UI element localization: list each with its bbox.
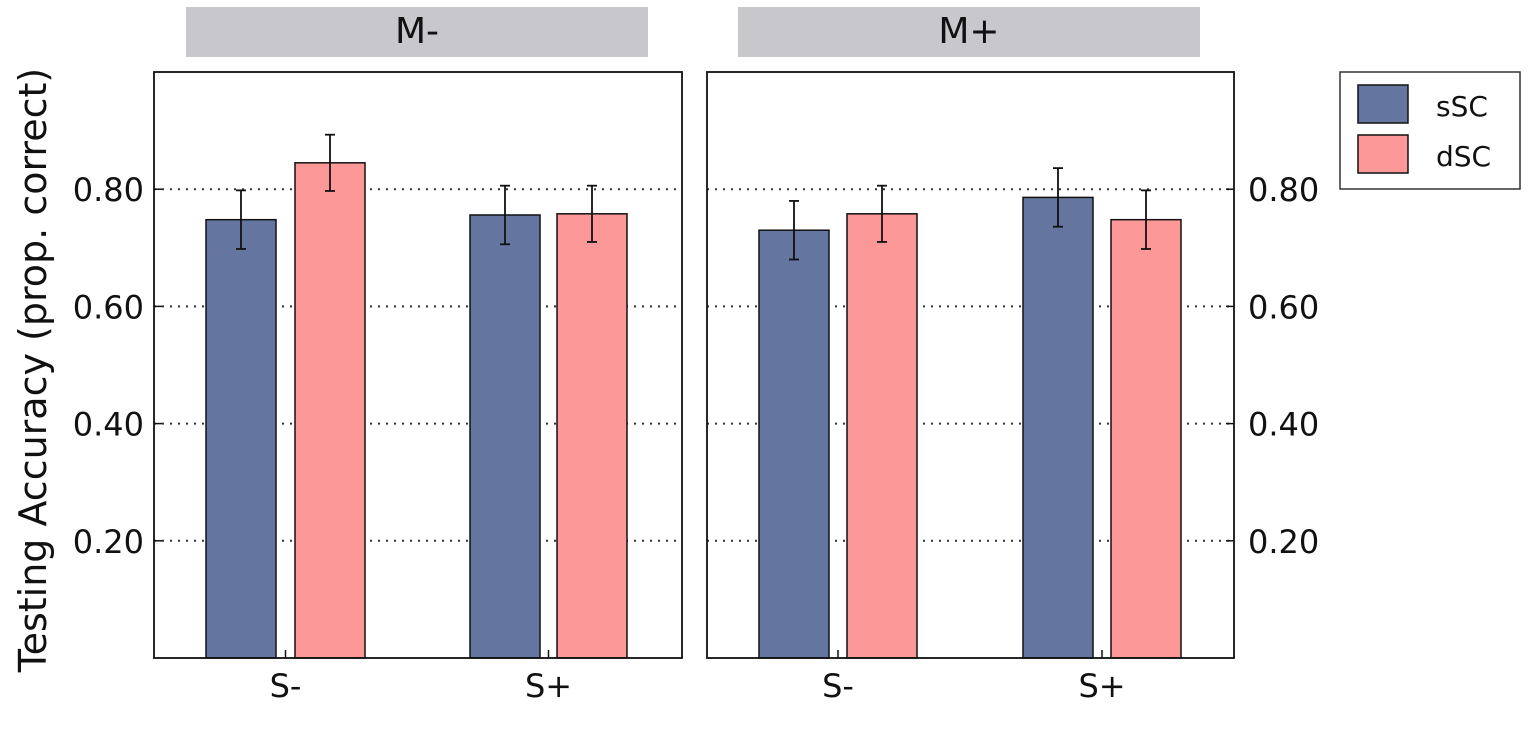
panel-title: M- [395, 11, 439, 52]
plot-frame [706, 71, 1235, 659]
panel-title-strip [738, 7, 1200, 57]
x-tick-label: S+ [1078, 667, 1125, 705]
bar-dsc [294, 162, 366, 659]
panel-m-plus: M+ 0.20 0.40 0.60 0.80 S- S+ [706, 7, 1319, 705]
y-tick-label: 0.20 [1248, 523, 1319, 561]
x-tick-label: S- [822, 667, 854, 705]
y-axis-label: Testing Accuracy (prop. correct) [11, 68, 55, 673]
bar-ssc [1022, 196, 1094, 659]
bar-dsc [1110, 218, 1182, 659]
y-tick-label: 0.40 [1248, 406, 1319, 444]
panel-title: M+ [938, 11, 999, 52]
bar-ssc [758, 229, 830, 659]
y-tick-label: 0.60 [73, 288, 144, 326]
y-tick-label: 0.20 [73, 523, 144, 561]
panel-title-strip [186, 7, 648, 57]
x-tick-label: S- [270, 667, 302, 705]
legend-swatch-dsc [1357, 134, 1409, 174]
x-tick-label: S+ [525, 667, 572, 705]
bar-dsc [846, 213, 918, 659]
legend-label-ssc: sSC [1436, 90, 1488, 123]
plot-frame [153, 71, 683, 659]
y-tick-label: 0.60 [1248, 288, 1319, 326]
legend-swatch-ssc [1357, 84, 1409, 124]
bar-ssc [469, 214, 541, 659]
y-tick-label: 0.80 [73, 171, 144, 209]
legend: sSC dSC [1339, 71, 1521, 190]
legend-label-dsc: dSC [1436, 140, 1491, 173]
bar-dsc [556, 213, 628, 659]
panel-m-minus: M- 0.20 0.40 0.60 0.80 S- S+ [73, 7, 683, 705]
bar-ssc [205, 218, 277, 659]
y-tick-label: 0.40 [73, 406, 144, 444]
y-tick-label: 0.80 [1248, 171, 1319, 209]
